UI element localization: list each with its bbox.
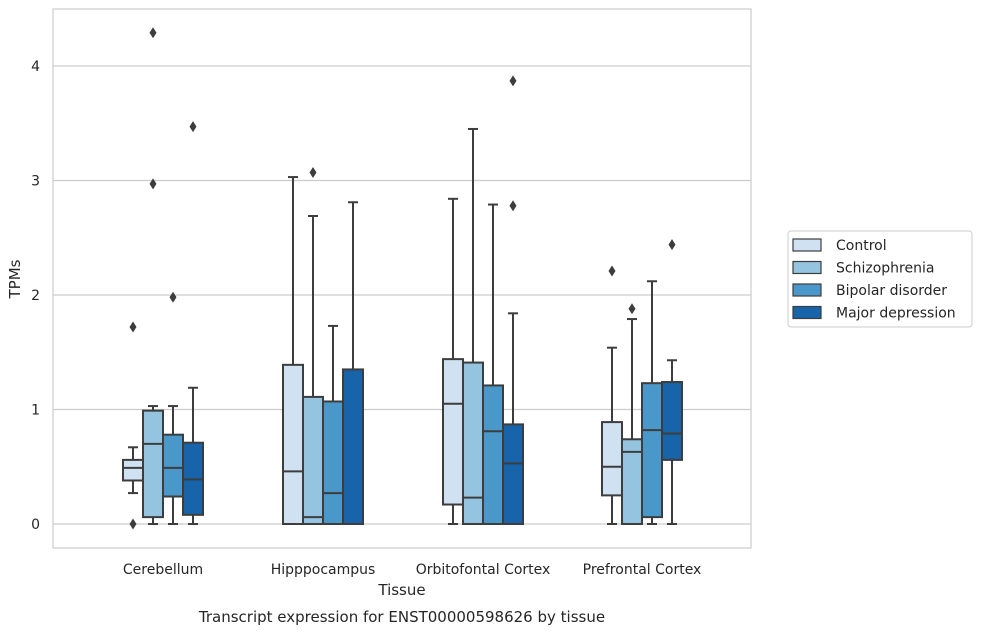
box-rect	[482, 384, 504, 525]
box-rect	[122, 458, 144, 482]
box-3-4	[502, 75, 524, 526]
outlier-point	[509, 75, 517, 87]
box-rect	[442, 358, 464, 506]
legend-label-2: Schizophrenia	[836, 261, 934, 277]
y-tick-label-4: 4	[31, 59, 40, 75]
x-tick-label-1: Cerebellum	[123, 562, 203, 578]
outlier-point	[129, 321, 137, 333]
box-2-4	[342, 201, 364, 525]
x-axis-label: Tissue	[377, 581, 425, 599]
outlier-point	[628, 303, 636, 315]
box-4-1	[601, 265, 623, 525]
x-tick-label-2: Hipppocampus	[271, 562, 376, 578]
box-1-2	[142, 27, 164, 525]
box-rect	[502, 423, 524, 526]
legend-items: Control Schizophrenia Bipolar disorder Majo…	[792, 238, 956, 322]
x-tick-label-4: Prefrontal Cortex	[583, 562, 702, 578]
box-rect	[641, 382, 663, 519]
legend-frame	[787, 230, 973, 328]
outlier-point	[509, 200, 517, 212]
outlier-point	[608, 265, 616, 277]
box-rect	[162, 433, 184, 498]
box-rect	[282, 363, 304, 525]
outlier-point	[169, 291, 177, 303]
x-tick-labels: Cerebellum Hipppocampus Orbitofontal Corte…	[123, 562, 701, 578]
legend-swatch-3	[792, 283, 822, 297]
y-tick-label-2: 2	[31, 288, 40, 304]
outlier-point	[149, 178, 157, 190]
legend-label-4: Major depression	[836, 306, 956, 322]
y-axis-label: TPMs	[6, 259, 24, 299]
boxes	[122, 27, 683, 530]
legend-swatch-2	[792, 260, 822, 275]
box-4-4	[661, 239, 683, 525]
legend-label-3: Bipolar disorder	[836, 283, 947, 299]
legend-label-1: Control	[836, 238, 887, 254]
box-rect	[322, 400, 344, 525]
outlier-point	[668, 239, 676, 251]
box-rect	[142, 409, 164, 519]
y-tick-label-3: 3	[31, 174, 40, 190]
x-tick-label-3: Orbitofontal Cortex	[416, 562, 551, 578]
box-rect	[661, 381, 683, 461]
box-4-2	[621, 303, 643, 525]
box-2-2	[302, 166, 324, 525]
plot-frame	[52, 8, 752, 549]
box-rect	[342, 368, 364, 525]
y-tick-label-1: 1	[31, 403, 40, 419]
y-tick-label-0: 0	[31, 517, 40, 533]
legend-swatch-4	[792, 305, 822, 320]
outlier-point	[189, 121, 197, 133]
figure-caption: Transcript expression for ENST0000059862…	[198, 608, 605, 626]
outlier-point	[129, 518, 137, 530]
box-rect	[462, 361, 484, 525]
box-rect	[302, 395, 324, 525]
legend: Control Schizophrenia Bipolar disorder Majo…	[787, 230, 973, 328]
outlier-point	[149, 27, 157, 39]
box-1-3	[162, 291, 184, 525]
outlier-point	[309, 166, 317, 178]
box-3-2	[462, 127, 484, 525]
legend-swatch-1	[792, 238, 822, 252]
box-1-4	[182, 121, 204, 525]
y-tick-labels: 0 1 2 3 4	[31, 59, 40, 533]
box-rect	[601, 421, 623, 497]
box-1-1	[122, 321, 144, 530]
